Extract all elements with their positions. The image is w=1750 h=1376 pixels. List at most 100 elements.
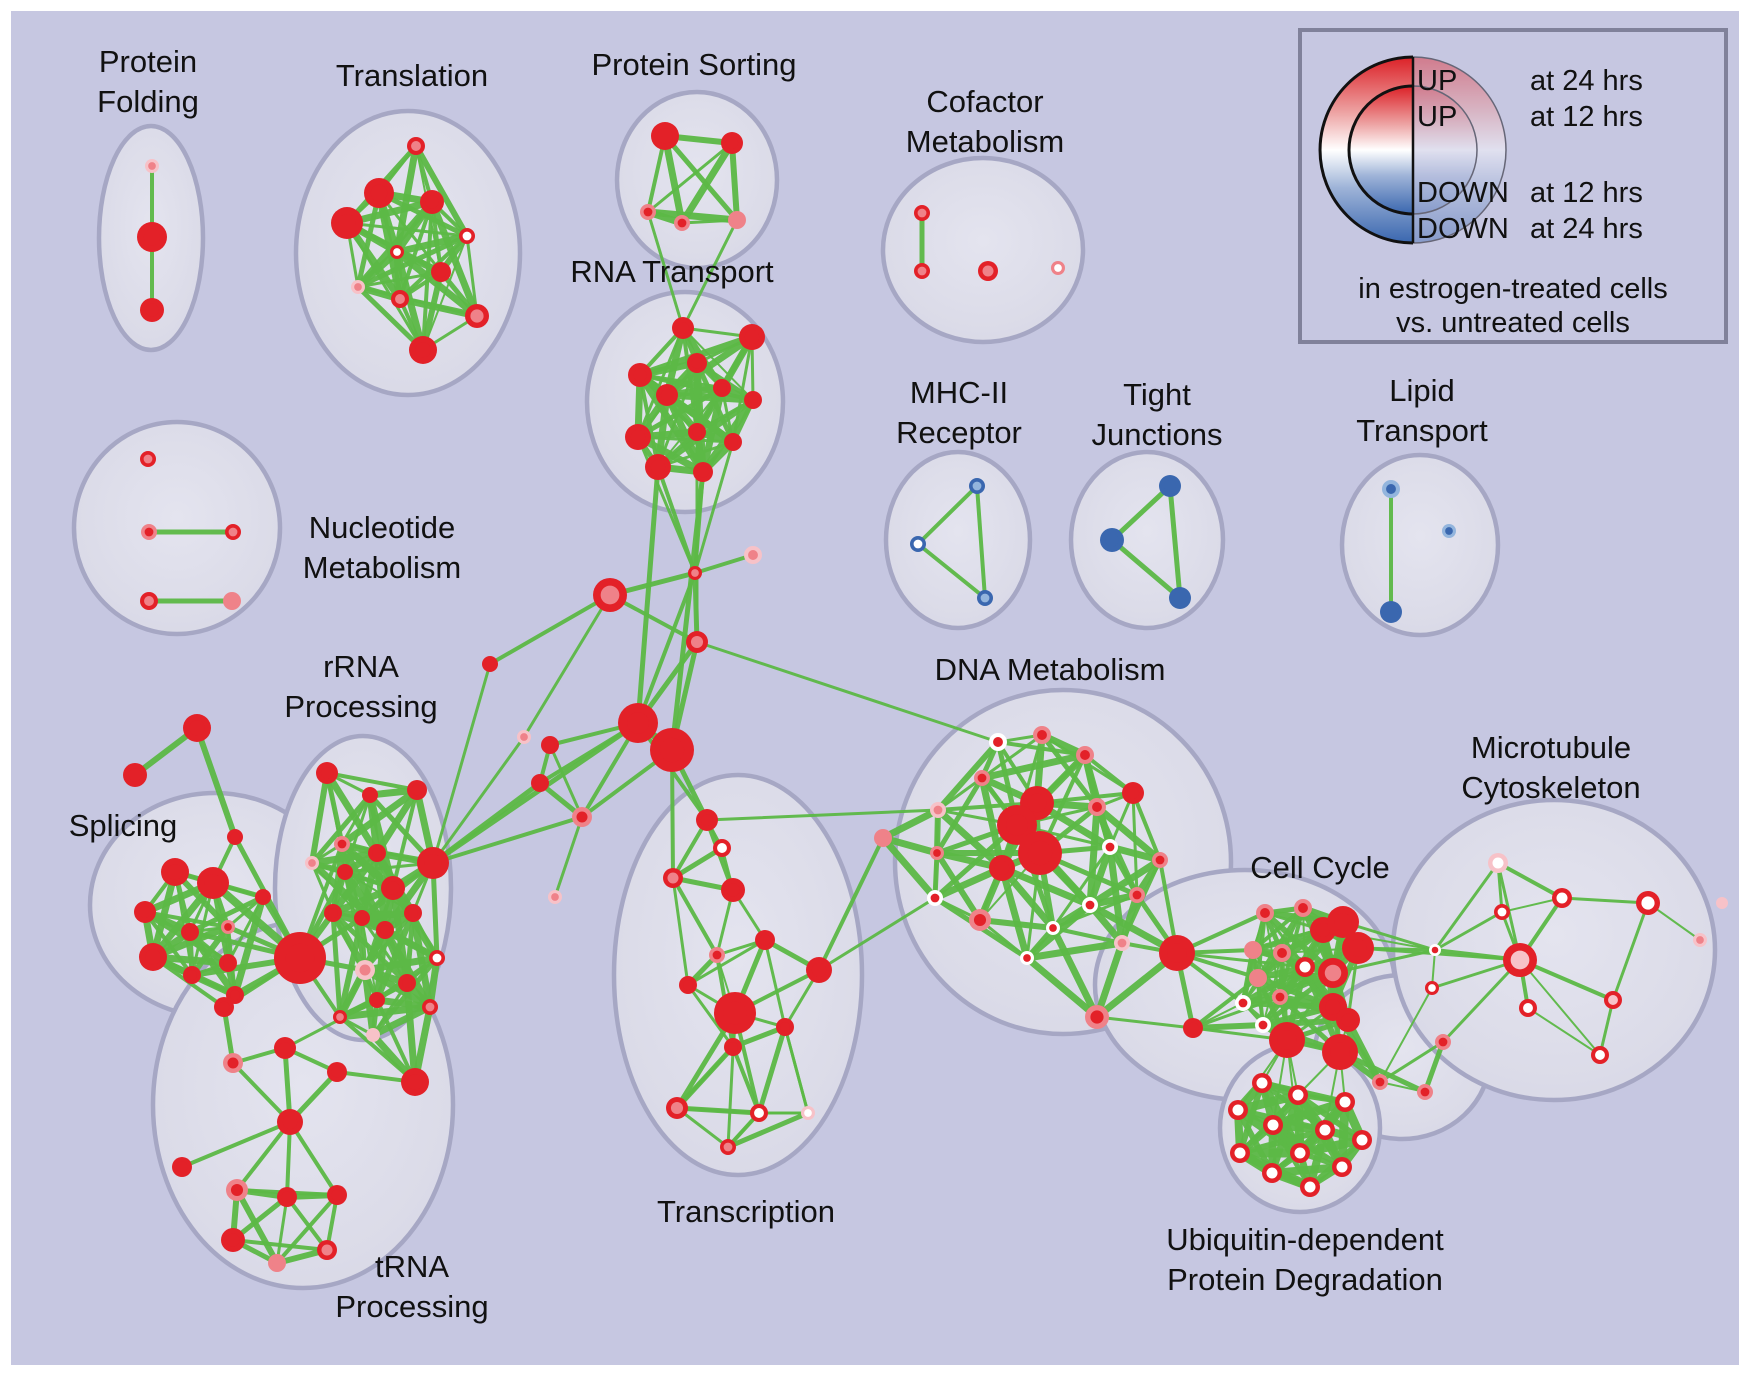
gene-node-inner-core [1336, 1161, 1348, 1173]
gene-node-inner-core [726, 883, 740, 897]
gene-node-inner-core [697, 466, 709, 478]
edge [1295, 1135, 1367, 1158]
legend-direction-label: DOWN [1417, 213, 1509, 245]
edge [879, 834, 941, 857]
edge [428, 198, 481, 320]
gene-node-inner-core [340, 867, 350, 877]
edge [356, 270, 443, 289]
gene-node-inner-core [972, 481, 982, 491]
edge [1093, 939, 1126, 1021]
edge [431, 662, 492, 865]
gene-node-inner-core [1234, 1147, 1246, 1159]
edge [1131, 791, 1162, 862]
edge [336, 1003, 434, 1021]
gene-node-inner-core [545, 740, 555, 750]
gene-node-inner-core [1294, 1147, 1306, 1159]
gene-node-inner-core [717, 843, 727, 853]
edge [1527, 1007, 1601, 1056]
gene-node-inner-core [321, 1244, 333, 1256]
gene-node-inner-core [435, 266, 447, 278]
cluster-bubble-cofactor [880, 155, 1086, 345]
gene-node-inner-core [712, 950, 722, 960]
gene-node-inner-core [227, 1057, 239, 1069]
gene-node-inner-core [1334, 913, 1352, 931]
edge [1049, 924, 1101, 1021]
edge [662, 133, 740, 223]
gene-node-inner-core [933, 849, 941, 857]
gene-node-inner-core [1375, 1077, 1385, 1087]
gene-node-inner-core [576, 811, 588, 823]
gene-node-inner-core [1556, 892, 1568, 904]
edge [916, 542, 987, 600]
edge [671, 876, 690, 987]
gene-node-inner-core [144, 527, 154, 537]
gene-node-inner-core [600, 585, 620, 605]
edge [671, 876, 719, 957]
cluster-label-rrna: rRNA Processing [284, 649, 437, 724]
gene-node-inner-core [272, 1258, 282, 1268]
cluster-label-cofactor: Cofactor Metabolism [906, 84, 1065, 159]
gene-node-inner-core [369, 1031, 377, 1039]
gene-node-inner-core [230, 832, 240, 842]
gene-node-inner-core [676, 321, 690, 335]
edge [1433, 861, 1500, 952]
edge [431, 815, 584, 865]
edge [283, 998, 379, 1050]
edge [1379, 987, 1433, 1083]
gene-node-inner-core [1163, 479, 1177, 493]
edge [705, 808, 940, 822]
edge [189, 924, 231, 978]
gene-node-inner-core [338, 214, 356, 232]
legend-time-label: at 12 hrs [1530, 177, 1643, 209]
edge [817, 836, 885, 972]
edge [361, 954, 441, 974]
edge [308, 849, 381, 867]
gene-node-inner-core [993, 737, 1003, 747]
edge [636, 571, 697, 725]
gene-node-inner-core [1258, 1020, 1268, 1030]
legend-inner-left-arc [1347, 84, 1414, 216]
edge [553, 815, 584, 899]
gene-node-inner-core [1438, 1037, 1448, 1047]
gene-node-inner-core [754, 1108, 764, 1118]
edge [431, 735, 526, 865]
legend-outer-left-arc [1318, 55, 1414, 245]
gene-node-inner-core [285, 943, 315, 973]
cluster-label-mhc: MHC-II Receptor [896, 375, 1022, 450]
legend-time-label: at 24 hrs [1530, 213, 1643, 245]
gene-node-inner-core [1718, 899, 1726, 907]
gene-node-inner-core [659, 737, 685, 763]
gene-node-inner-core [230, 990, 240, 1000]
gene-node-inner-core [691, 569, 699, 577]
gene-node-inner-core [395, 294, 405, 304]
gene-node-inner-core [728, 437, 738, 447]
legend-direction-label: UP [1417, 65, 1457, 97]
gene-node-inner-core [308, 859, 316, 867]
gene-node-inner-core [1277, 948, 1287, 958]
gene-node-inner-core [470, 309, 484, 323]
gene-node-inner-core [1027, 793, 1047, 813]
gene-node-inner-core [780, 1022, 790, 1032]
gene-node-inner-core [281, 1191, 293, 1203]
gene-node-inner-core [1023, 954, 1031, 962]
edge [686, 938, 767, 987]
cluster-bubble-mhc [883, 449, 1033, 631]
gene-node-inner-core [145, 949, 161, 965]
gene-node-inner-core [759, 934, 771, 946]
edge [309, 770, 330, 866]
gene-node-inner-core [1155, 855, 1165, 865]
edge [330, 910, 410, 986]
gene-node-inner-core [1325, 999, 1341, 1015]
gene-node-inner-core [359, 964, 371, 976]
edge [180, 1120, 292, 1169]
cluster-bubble-protein_sorting [614, 89, 780, 271]
gene-node-inner-core [224, 923, 232, 931]
gene-node-inner-core [411, 141, 421, 151]
edge [325, 771, 419, 792]
gene-node-inner-core [386, 881, 400, 895]
gene-node-inner-core [425, 1002, 435, 1012]
gene-node-inner-core [1049, 924, 1057, 932]
edge [998, 864, 1031, 962]
edge [1109, 537, 1183, 601]
